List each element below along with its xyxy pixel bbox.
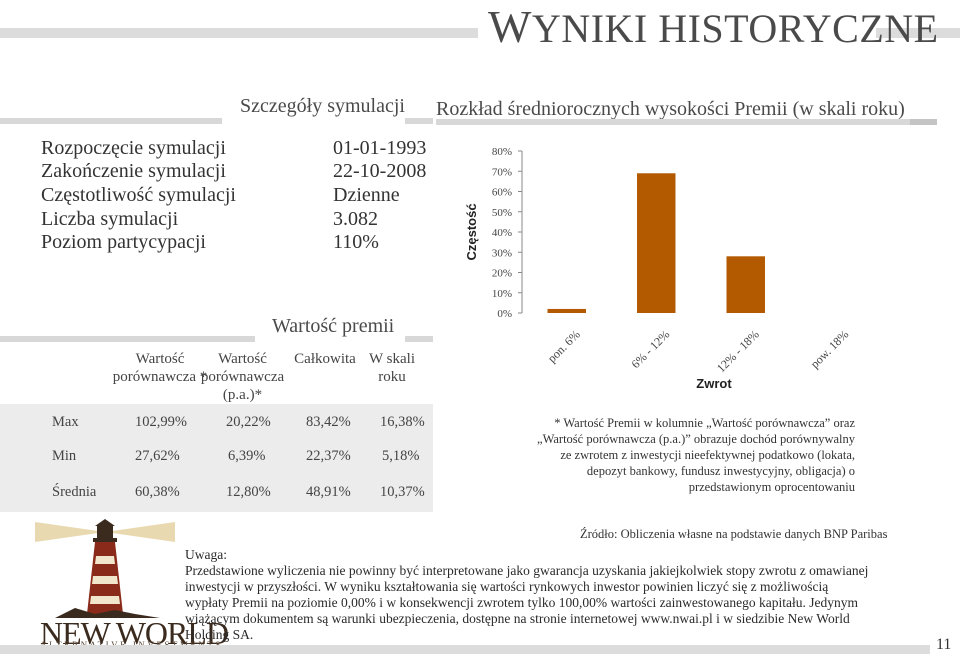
chart-title: Rozkład średniorocznych wysokości Premii…: [436, 98, 905, 120]
table-cell: 83,42%: [306, 414, 351, 430]
y-tick-label: 20%: [492, 268, 512, 280]
source-note: Źródło: Obliczenia własne na podstawie d…: [580, 527, 888, 541]
premium-table: [0, 404, 433, 512]
y-tick-label: 70%: [492, 166, 512, 178]
premium-col-header: Wartość porównawcza (p.a.)*: [200, 351, 285, 403]
disclaimer: Uwaga: Przedstawione wyliczenia nie powi…: [185, 547, 875, 643]
bar: [637, 173, 676, 313]
table-cell: 12,80%: [226, 484, 271, 500]
premium-heading-bar-left: [0, 336, 255, 342]
detail-value: 3.082: [333, 208, 378, 230]
table-cell: 102,99%: [135, 414, 187, 430]
table-cell: 16,38%: [380, 414, 425, 430]
row-label: Max: [52, 414, 79, 430]
premium-heading-bar-right: [405, 336, 433, 342]
header-bar-right: [876, 28, 960, 38]
page-number: 11: [936, 636, 952, 653]
table-cell: 27,62%: [135, 448, 180, 464]
row-label: Średnia: [52, 484, 97, 500]
premium-col-header: W skali roku: [369, 351, 415, 385]
y-tick-label: 10%: [492, 288, 512, 300]
lighthouse-icon: [35, 519, 175, 618]
page-number-box: [930, 636, 960, 654]
y-tick-label: 0%: [497, 308, 512, 320]
detail-label: Częstotliwość symulacji: [41, 184, 236, 206]
details-heading-bar-right: [405, 118, 433, 124]
table-cell: 22,37%: [306, 448, 351, 464]
footer-bar: [0, 645, 960, 654]
details-heading-bar-left: [0, 118, 222, 124]
table-cell: 48,91%: [306, 484, 351, 500]
premium-heading: Wartość premii: [272, 315, 395, 337]
detail-label: Zakończenie symulacji: [41, 160, 226, 182]
table-cell: 10,37%: [380, 484, 425, 500]
y-tick-label: 40%: [492, 227, 512, 239]
y-tick-label: 30%: [492, 247, 512, 259]
table-cell: 60,38%: [135, 484, 180, 500]
premium-col-header: Całkowita: [294, 351, 356, 367]
detail-label: Liczba symulacji: [41, 208, 179, 230]
premium-col-header: Wartość porównawcza *: [112, 351, 208, 385]
disclaimer-heading: Uwaga:: [185, 547, 227, 562]
detail-value: Dzienne: [333, 184, 400, 206]
detail-label: Poziom partycypacji: [41, 231, 206, 253]
header-bar-left: [0, 28, 478, 38]
y-axis-title: Częstość: [464, 203, 479, 260]
chart-footnote: * Wartość Premii w kolumnie „Wartość por…: [537, 416, 855, 494]
x-axis-title: Zwrot: [696, 376, 732, 391]
table-cell: 5,18%: [382, 448, 420, 464]
detail-value: 110%: [333, 231, 379, 253]
x-tick-label: pon. 6%: [545, 327, 583, 365]
table-cell: 6,39%: [228, 448, 266, 464]
y-tick-label: 80%: [492, 146, 512, 158]
detail-label: Rozpoczęcie symulacji: [41, 137, 226, 159]
chart-heading-bar-end: [910, 119, 937, 125]
row-label: Min: [52, 448, 77, 464]
bar: [726, 256, 765, 313]
table-cell: 20,22%: [226, 414, 271, 430]
disclaimer-text: Przedstawione wyliczenia nie powinny być…: [185, 563, 869, 642]
chart-heading-bar: [436, 119, 910, 125]
bar-chart: 0% 10% 20% 30% 40% 50% 60% 70% 80% Częstość pon. 6…: [464, 146, 852, 391]
x-tick-label: pow. 18%: [808, 327, 852, 371]
details-heading: Szczegóły symulacji: [240, 95, 405, 117]
detail-value: 01-01-1993: [333, 137, 427, 159]
x-tick-label: 6% - 12%: [629, 327, 673, 371]
x-tick-label: 12% - 18%: [714, 327, 762, 375]
y-tick-label: 50%: [492, 207, 512, 219]
y-tick-label: 60%: [492, 187, 512, 199]
page-title: WYNIKI HISTORYCZNE: [488, 1, 939, 52]
bar: [547, 308, 586, 313]
detail-value: 22-10-2008: [333, 160, 427, 182]
